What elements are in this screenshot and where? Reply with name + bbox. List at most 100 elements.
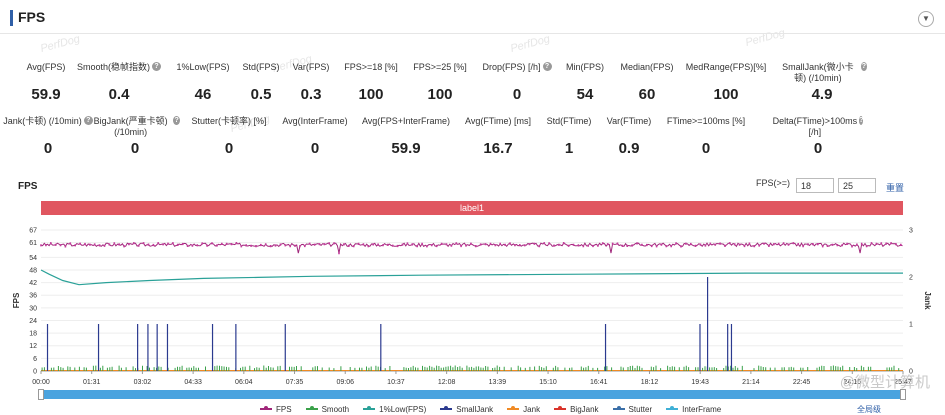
y2-tick-label: 3 xyxy=(909,228,913,235)
metric-value: 59.9 xyxy=(391,140,421,157)
legend-swatch xyxy=(440,406,453,410)
x-tick-label: 15:10 xyxy=(539,379,557,386)
help-icon[interactable]: ? xyxy=(859,116,864,125)
metric-value: 0 xyxy=(130,140,140,157)
help-icon[interactable]: ? xyxy=(152,62,161,71)
metric-value: 4.9 xyxy=(811,86,833,103)
help-icon[interactable]: ? xyxy=(860,62,867,71)
x-tick-label: 24:16 xyxy=(844,379,862,386)
metric-label: Var(FTime) xyxy=(584,116,674,138)
y-tick-label: 24 xyxy=(29,318,37,325)
legend-label: FPS xyxy=(276,404,292,414)
y-tick-label: 67 xyxy=(29,228,37,235)
scroll-handle-right[interactable] xyxy=(900,389,906,400)
legend-item-stutter[interactable]: Stutter xyxy=(612,403,652,415)
y2-tick-label: 2 xyxy=(909,275,913,282)
metric-label: SmallJank(微小卡顿) (/10min)? xyxy=(777,62,867,84)
y-tick-label: 6 xyxy=(33,356,37,363)
chart-title: FPS xyxy=(18,181,38,192)
legend-item-interframe[interactable]: InterFrame xyxy=(666,403,721,415)
x-tick-label: 00:00 xyxy=(32,379,50,386)
metric-label: Std(FTime) xyxy=(524,116,614,138)
collapse-chevron-icon[interactable]: ▼ xyxy=(918,11,934,27)
legend-swatch xyxy=(666,406,679,410)
y2-tick-label: 0 xyxy=(909,369,913,376)
y-tick-label: 54 xyxy=(29,255,37,262)
scroll-handle-left[interactable] xyxy=(38,389,44,400)
metric-value: 0.9 xyxy=(618,140,640,157)
x-tick-label: 18:12 xyxy=(641,379,659,386)
metric-label-text: Jank(卡顿) (/10min) xyxy=(3,116,82,126)
fps-chart[interactable]: 67 61 54 48 42 36 30 24 18 12 6 0 3 2 1 0 FPS Jank 00:00 01… xyxy=(0,220,945,391)
legend-swatch xyxy=(363,406,376,410)
metric-label: FPS>=18 [%] xyxy=(326,62,416,84)
legend-item-fps[interactable]: FPS xyxy=(260,403,292,415)
metric-value: 60 xyxy=(638,86,656,103)
chart-legend: FPS Smooth 1%Low(FPS) SmallJank Jank BigJank S… xyxy=(260,403,721,415)
help-icon[interactable]: ? xyxy=(173,116,180,125)
fps-threshold-input-1[interactable] xyxy=(796,178,834,193)
metric-value: 0.5 xyxy=(250,86,272,103)
help-icon[interactable]: ? xyxy=(83,116,93,125)
x-tick-label: 19:43 xyxy=(691,379,709,386)
metric-label: Min(FPS) xyxy=(540,62,630,84)
metric-label-text: Std(FTime) xyxy=(546,116,592,126)
metric-value: 0 xyxy=(512,86,522,103)
low-fps-series xyxy=(40,269,903,286)
metric-label: Avg(FPS+InterFrame) xyxy=(361,116,451,138)
y2-tick-label: 1 xyxy=(909,322,913,329)
help-icon[interactable]: ? xyxy=(542,62,552,71)
metric-value: 0 xyxy=(310,140,320,157)
metric-median-fps: Median(FPS) 60 xyxy=(602,62,692,103)
metric-label: 1%Low(FPS) xyxy=(158,62,248,84)
y-tick-label: 18 xyxy=(29,331,37,338)
metric-label-text: Avg(InterFrame) xyxy=(282,116,348,126)
metric-jank-10min: Jank(卡顿) (/10min)? 0 xyxy=(3,116,93,157)
timeline-scrollbar[interactable] xyxy=(38,389,906,400)
fps-threshold-label: FPS(>=) xyxy=(756,178,791,188)
metric-label: FTime>=100ms [%] xyxy=(661,116,751,138)
legend-swatch xyxy=(260,406,272,410)
legend-item-smalljank[interactable]: SmallJank xyxy=(440,403,493,415)
metric-label: FPS>=25 [%] xyxy=(395,62,485,84)
x-tick-label: 22:45 xyxy=(793,379,811,386)
y-axis-label: FPS xyxy=(12,292,21,308)
metric-value: 0.3 xyxy=(300,86,322,103)
label-band[interactable]: label1 xyxy=(41,201,903,215)
metric-label-text: Delta(FTime)>100ms [/h] xyxy=(772,116,858,137)
legend-item-jank[interactable]: Jank xyxy=(507,403,540,415)
metric-label: Stutter(卡顿率) [%] xyxy=(184,116,274,138)
legend-item-1-low-fps-[interactable]: 1%Low(FPS) xyxy=(363,403,426,415)
legend-item-smooth[interactable]: Smooth xyxy=(305,403,349,415)
legend-item-bigjank[interactable]: BigJank xyxy=(554,403,599,415)
metric-stutter: Stutter(卡顿率) [%] 0 xyxy=(184,116,274,157)
zoom-all-button[interactable]: 全局级 xyxy=(857,405,881,414)
metric-avg-fps-interframe: Avg(FPS+InterFrame) 59.9 xyxy=(361,116,451,157)
metric-value: 0 xyxy=(43,140,53,157)
metric-label-text: BigJank(严重卡顿) (/10min) xyxy=(93,116,168,137)
metric-label-text: SmallJank(微小卡顿) (/10min) xyxy=(782,62,854,83)
x-tick-label: 21:14 xyxy=(742,379,760,386)
reset-button[interactable]: 重置 xyxy=(886,183,905,193)
fps-threshold-input-2[interactable] xyxy=(838,178,876,193)
y-tick-label: 12 xyxy=(29,343,37,350)
legend-swatch xyxy=(305,406,318,410)
x-tick-label: 16:41 xyxy=(590,379,608,386)
metric-value: 46 xyxy=(194,86,212,103)
metric-value: 54 xyxy=(576,86,594,103)
metric-label: MedRange(FPS)[%] xyxy=(681,62,771,84)
metric-min-fps: Min(FPS) 54 xyxy=(540,62,630,103)
metric-label: Avg(InterFrame) xyxy=(270,116,360,138)
y-tick-label: 0 xyxy=(33,369,37,376)
legend-label: Jank xyxy=(523,404,541,414)
metric-label: BigJank(严重卡顿) (/10min)? xyxy=(90,116,180,138)
metric-std-ftime: Std(FTime) 1 xyxy=(524,116,614,157)
metric-label-text: FPS>=25 [%] xyxy=(413,62,467,72)
metric-var-fps: Var(FPS) 0.3 xyxy=(266,62,356,103)
metric-label-text: Var(FTime) xyxy=(606,116,652,126)
metric-value: 0 xyxy=(701,140,711,157)
metric-label: Std(FPS) xyxy=(216,62,306,84)
x-tick-label: 10:37 xyxy=(387,379,405,386)
metric-label-text: Median(FPS) xyxy=(620,62,674,72)
corner-watermark: @微型计算机 xyxy=(840,373,930,390)
